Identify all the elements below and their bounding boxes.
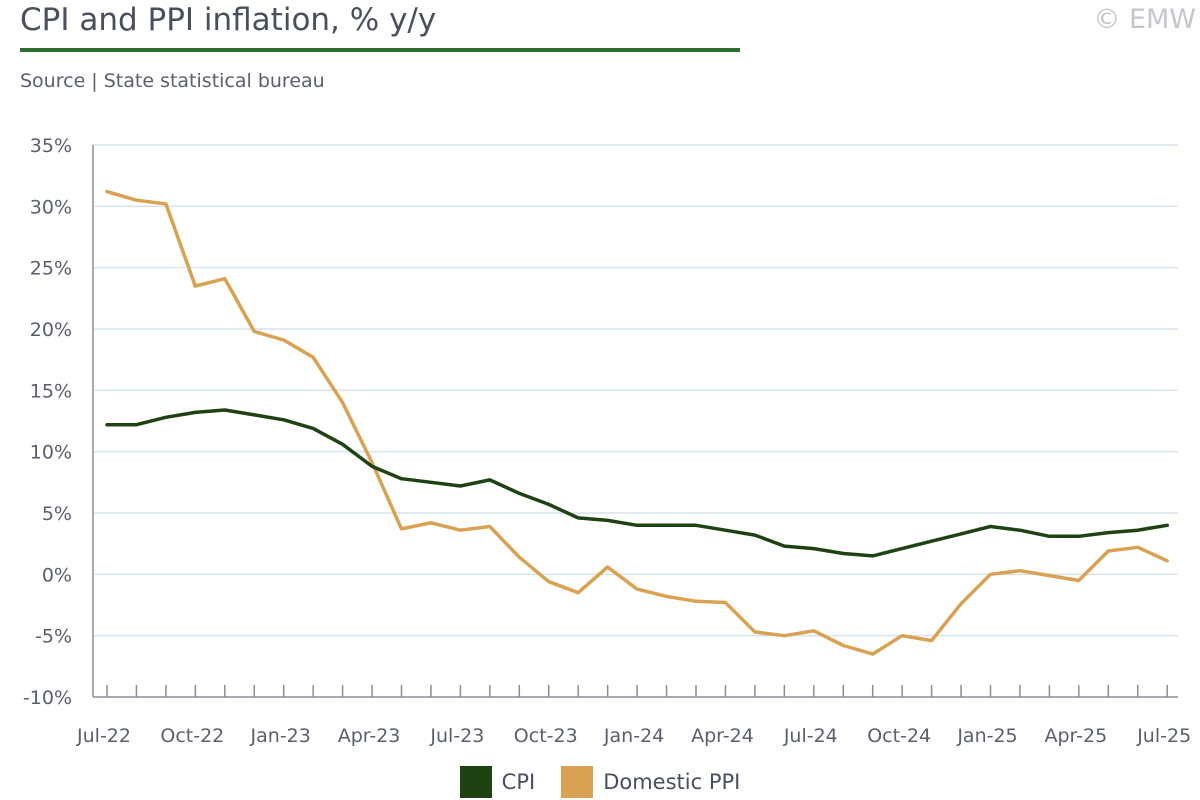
legend-item-ppi: Domestic PPI — [561, 766, 740, 798]
copyright-label: © EMW — [1093, 4, 1196, 35]
x-tick-label: Jan-23 — [250, 725, 311, 747]
x-tick-label: Apr-23 — [338, 725, 401, 747]
chart-title: CPI and PPI inflation, % y/y — [20, 2, 437, 38]
x-tick-label: Jul-22 — [76, 725, 131, 747]
y-tick-label: 25% — [30, 258, 72, 280]
x-tick-label: Jan-25 — [956, 725, 1017, 747]
legend-label-cpi: CPI — [501, 770, 536, 794]
x-tick-label: Oct-24 — [867, 725, 931, 747]
y-tick-label: -5% — [35, 626, 72, 648]
x-tick-label: Jan-24 — [603, 725, 664, 747]
y-tick-label: 15% — [30, 380, 72, 402]
y-tick-label: 10% — [30, 442, 72, 464]
series-line-cpi — [105, 408, 1169, 558]
y-tick-label: 0% — [42, 564, 72, 586]
legend-swatch-cpi — [459, 766, 492, 798]
y-tick-label: 35% — [30, 135, 72, 157]
x-tick-label: Jul-25 — [1136, 725, 1191, 747]
y-tick-label: 30% — [30, 196, 72, 218]
y-tick-label: 20% — [30, 319, 72, 341]
chart-legend: CPI Domestic PPI — [0, 764, 1200, 800]
title-underline — [20, 48, 740, 52]
x-tick-label: Oct-23 — [514, 725, 578, 747]
legend-label-ppi: Domestic PPI — [603, 770, 741, 794]
x-tick-label: Apr-25 — [1045, 725, 1108, 747]
legend-item-cpi: CPI — [459, 766, 536, 798]
x-tick-label: Apr-24 — [691, 725, 754, 747]
x-tick-label: Oct-22 — [160, 725, 224, 747]
chart-subtitle: Source | State statistical bureau — [20, 70, 325, 92]
x-tick-label: Jul-24 — [783, 725, 838, 747]
x-tick-label: Jul-23 — [429, 725, 484, 747]
series-line-ppi — [105, 189, 1169, 656]
y-tick-label: 5% — [42, 503, 72, 525]
y-tick-label: -10% — [23, 687, 72, 709]
legend-swatch-ppi — [561, 766, 594, 798]
